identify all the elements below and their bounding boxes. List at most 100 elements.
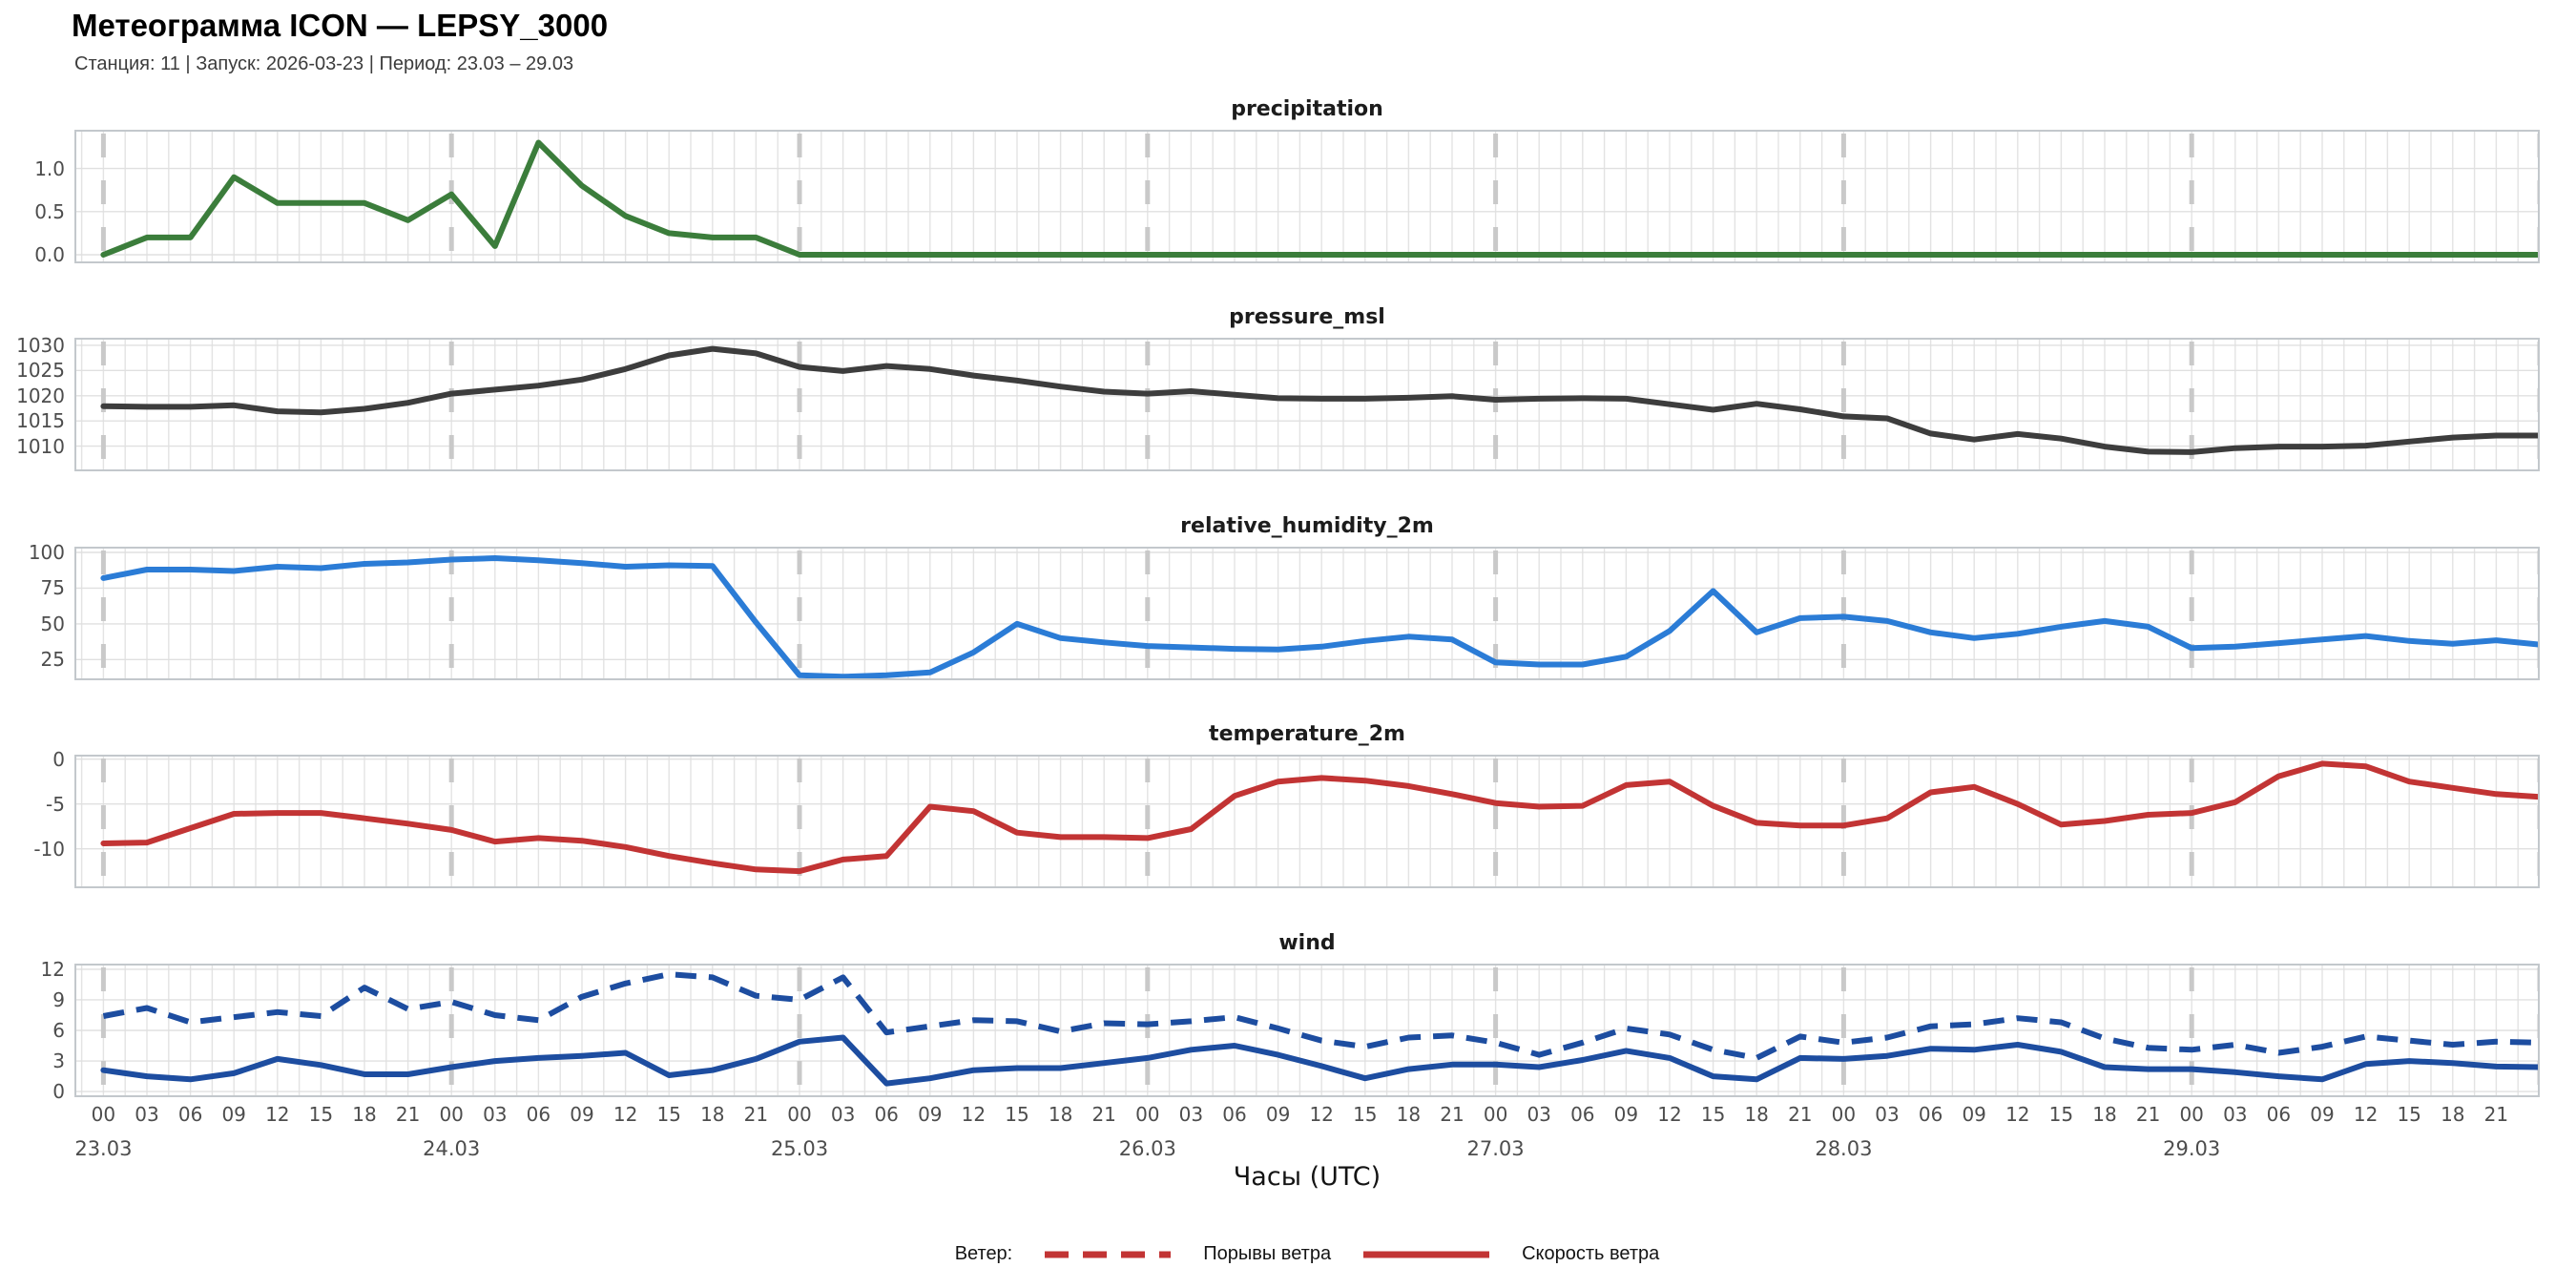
panel-title-temperature_2m: temperature_2m: [1209, 722, 1405, 746]
x-tick-label: 21: [2483, 1103, 2509, 1126]
x-tick-label: 09: [221, 1103, 246, 1126]
relative_humidity_2m-line: [100, 555, 2540, 680]
y-tick-label: 1030: [16, 333, 65, 357]
y-tick-label: 6: [52, 1019, 65, 1042]
x-tick-label: 03: [1527, 1103, 1551, 1126]
x-tick-label: 15: [1353, 1103, 1378, 1126]
page-title: Метеограмма ICON — LEPSY_3000: [72, 8, 609, 43]
x-tick-label: 21: [1091, 1103, 1116, 1126]
x-date-label: 28.03: [1815, 1137, 1873, 1160]
x-tick-label: 12: [1657, 1103, 1682, 1126]
x-tick-label: 09: [1613, 1103, 1639, 1126]
x-tick-label: 03: [1875, 1103, 1900, 1126]
temperature_2m-line: [100, 760, 2540, 875]
x-date-label: 24.03: [423, 1137, 481, 1160]
x-tick-label: 03: [1178, 1103, 1204, 1126]
x-axis-title: Часы (UTC): [1233, 1162, 1381, 1192]
x-tick-label: 15: [2397, 1103, 2421, 1126]
plot-precipitation: [74, 130, 2540, 263]
y-tick-label: 75: [40, 576, 65, 600]
x-tick-label: 00: [1135, 1103, 1160, 1126]
x-tick-label: 18: [352, 1103, 377, 1126]
x-tick-label: 18: [700, 1103, 725, 1126]
y-tick-label: 0: [52, 1080, 65, 1104]
x-date-label: 26.03: [1118, 1137, 1176, 1160]
wind-legend: Ветер: Порывы ветра Скорость ветра: [74, 1243, 2540, 1265]
x-tick-label: 00: [1483, 1103, 1508, 1126]
x-tick-label: 03: [2223, 1103, 2248, 1126]
y-tick-label: -10: [33, 837, 65, 861]
panel-title-relative_humidity_2m: relative_humidity_2m: [1180, 514, 1434, 538]
y-tick-label: -5: [46, 792, 65, 816]
x-date-label: 25.03: [770, 1137, 829, 1160]
x-tick-label: 06: [1222, 1103, 1247, 1126]
y-tick-label: 0: [52, 747, 65, 771]
x-tick-label: 03: [830, 1103, 856, 1126]
wind-gusts-line: [102, 971, 2540, 1061]
x-tick-label: 03: [483, 1103, 508, 1126]
x-date-label: 23.03: [74, 1137, 133, 1160]
y-tick-label: 1025: [16, 359, 65, 383]
panel-title-pressure_msl: pressure_msl: [1229, 305, 1385, 329]
plot-temperature_2m: [74, 755, 2540, 888]
x-tick-label: 12: [961, 1103, 987, 1126]
legend-prefix: Ветер:: [954, 1243, 1013, 1264]
x-tick-label: 21: [1788, 1103, 1813, 1126]
legend-speed-label: Скорость ветра: [1522, 1243, 1660, 1264]
x-tick-label: 21: [743, 1103, 769, 1126]
y-tick-label: 0.5: [34, 199, 65, 223]
x-tick-label: 06: [177, 1103, 203, 1126]
y-tick-label: 1020: [16, 384, 65, 407]
x-tick-label: 12: [265, 1103, 290, 1126]
x-tick-label: 00: [91, 1103, 116, 1126]
x-tick-label: 21: [395, 1103, 421, 1126]
x-tick-label: 06: [874, 1103, 899, 1126]
x-tick-label: 06: [1570, 1103, 1595, 1126]
x-tick-label: 00: [1831, 1103, 1857, 1126]
y-tick-label: 100: [28, 540, 65, 564]
x-tick-label: 09: [2310, 1103, 2335, 1126]
x-tick-label: 15: [2048, 1103, 2074, 1126]
plot-wind: [74, 964, 2540, 1097]
x-date-label: 27.03: [1466, 1137, 1525, 1160]
wind-speed-line: [100, 1034, 2540, 1087]
panel-title-wind: wind: [1278, 931, 1336, 955]
plot-relative_humidity_2m: [74, 547, 2540, 680]
legend-gusts-label: Порывы ветра: [1203, 1243, 1332, 1264]
y-tick-label: 0.0: [34, 242, 65, 266]
x-tick-label: 21: [1440, 1103, 1465, 1126]
x-tick-label: 18: [1048, 1103, 1073, 1126]
x-tick-label: 21: [2135, 1103, 2161, 1126]
x-tick-label: 09: [1962, 1103, 1986, 1126]
plot-pressure_msl: [74, 338, 2540, 471]
x-tick-label: 09: [1265, 1103, 1291, 1126]
speed-line-sample-icon: [1363, 1251, 1490, 1257]
pressure_msl-line: [100, 345, 2540, 455]
y-tick-label: 12: [40, 957, 65, 981]
x-tick-label: 18: [2092, 1103, 2117, 1126]
x-date-label: 29.03: [2163, 1137, 2221, 1160]
x-tick-label: 09: [570, 1103, 594, 1126]
x-tick-label: 00: [787, 1103, 812, 1126]
page-subtitle: Станция: 11 | Запуск: 2026-03-23 | Перио…: [74, 53, 574, 74]
gusts-line-sample-icon: [1045, 1251, 1172, 1257]
x-tick-label: 15: [1700, 1103, 1726, 1126]
x-tick-label: 15: [1005, 1103, 1029, 1126]
x-tick-label: 18: [2441, 1103, 2465, 1126]
y-tick-label: 50: [40, 612, 65, 635]
precipitation-line: [100, 139, 2540, 258]
y-tick-label: 1010: [16, 434, 65, 458]
x-tick-label: 15: [308, 1103, 334, 1126]
y-tick-label: 25: [40, 648, 65, 672]
x-tick-label: 00: [439, 1103, 464, 1126]
x-tick-label: 09: [918, 1103, 943, 1126]
x-tick-label: 06: [2266, 1103, 2292, 1126]
x-tick-label: 15: [656, 1103, 681, 1126]
y-tick-label: 9: [52, 987, 65, 1011]
x-tick-label: 18: [1744, 1103, 1769, 1126]
y-tick-label: 1015: [16, 409, 65, 433]
x-tick-label: 00: [2179, 1103, 2204, 1126]
panel-title-precipitation: precipitation: [1231, 97, 1383, 121]
x-tick-label: 12: [2005, 1103, 2030, 1126]
x-tick-label: 12: [1309, 1103, 1334, 1126]
